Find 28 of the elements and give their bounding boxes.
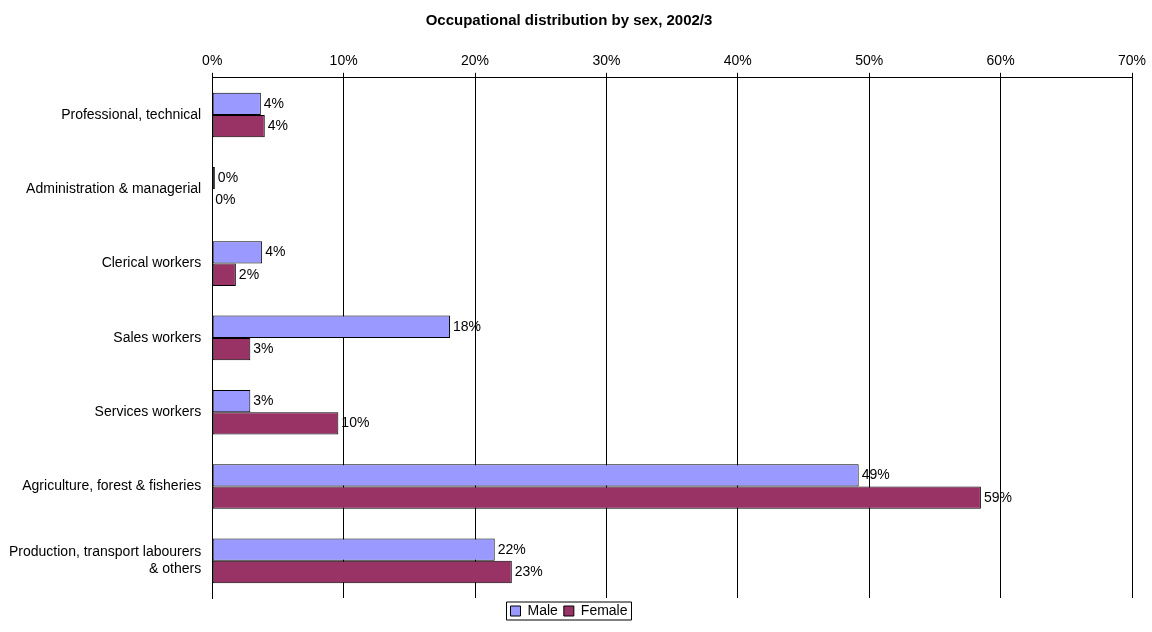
x-tick-label: 50% xyxy=(855,52,884,69)
y-tick-label: Administration & managerial xyxy=(26,180,202,197)
legend-label: Male xyxy=(527,601,559,618)
y-tick-label: Production, transport labourers & others xyxy=(8,543,202,577)
y-tick-label: Professional, technical xyxy=(61,105,202,122)
y-tick-label: Clerical workers xyxy=(101,254,202,271)
x-tick-label: 40% xyxy=(723,52,752,69)
data-label: 4% xyxy=(267,116,289,133)
data-label: 0% xyxy=(215,191,236,208)
data-label: 4% xyxy=(265,243,286,260)
legend-label: Female xyxy=(580,601,628,618)
x-tick-label: 60% xyxy=(986,52,1015,69)
data-label: 3% xyxy=(253,391,274,408)
data-label: 3% xyxy=(253,339,274,356)
y-tick-label: Services workers xyxy=(94,403,202,420)
x-tick-label: 70% xyxy=(1117,52,1147,69)
data-label: 0% xyxy=(217,168,239,185)
data-label: 2% xyxy=(238,265,260,282)
y-tick-label: Agriculture, forest & fisheries xyxy=(22,477,202,494)
chart-title: Occupational distribution by sex, 2002/3 xyxy=(425,11,713,29)
x-tick-label: 10% xyxy=(329,52,358,69)
y-tick-label: Sales workers xyxy=(113,328,202,345)
data-label: 22% xyxy=(497,540,526,557)
data-label: 4% xyxy=(263,94,285,111)
data-label: 23% xyxy=(514,562,543,579)
x-tick-label: 0% xyxy=(202,52,223,69)
x-tick-label: 30% xyxy=(592,52,621,69)
x-tick-label: 20% xyxy=(460,52,490,69)
